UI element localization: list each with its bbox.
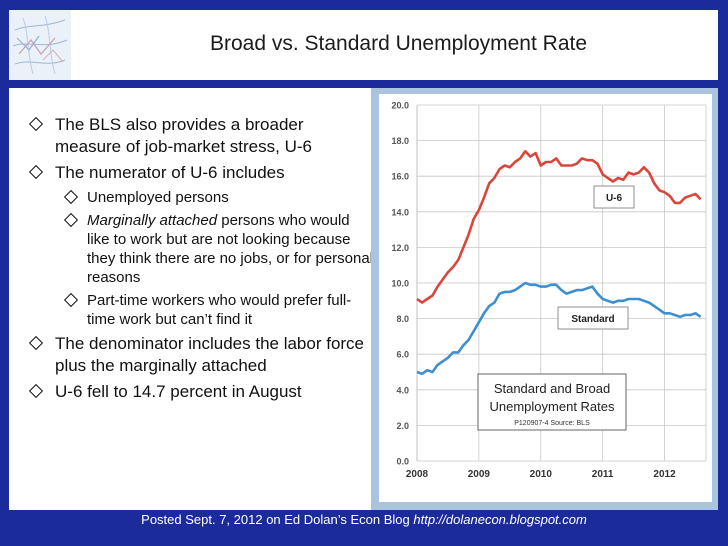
bullet-text: The denominator includes the labor force… [55, 334, 365, 375]
caption-source: P120907-4 Source: BLS [514, 420, 590, 427]
chart-frame: 0.0 2.0 4.0 6.0 8.0 10.0 12.0 14.0 16.0 18.0 20.0 … [371, 88, 718, 510]
series-lines [416, 149, 702, 376]
x-tick-label: 2008 [406, 469, 429, 480]
u6-label-box [593, 185, 635, 209]
diamond-bullet-icon [63, 292, 79, 308]
bullet-item: The denominator includes the labor force… [9, 333, 374, 377]
y-tick-label: 10.0 [391, 279, 409, 289]
caption-line-2: Unemployment Rates [490, 399, 615, 414]
sub-bullet-item: Unemployed persons [9, 188, 374, 207]
blog-url-link[interactable]: http://dolanecon.blogspot.com [413, 512, 587, 527]
standard-series-label: Standard [571, 314, 614, 325]
y-tick-label: 6.0 [396, 350, 409, 360]
diamond-bullet-icon [63, 189, 79, 205]
bullet-item: The numerator of U-6 includes [9, 162, 374, 184]
standard-label-box [557, 306, 629, 330]
globe-map-icon [9, 10, 71, 80]
y-tick-label: 2.0 [396, 421, 409, 431]
u6-series-line [416, 149, 702, 304]
standard-series-line [416, 281, 702, 376]
slide-title: Broad vs. Standard Unemployment Rate [209, 32, 588, 55]
y-tick-label: 12.0 [391, 243, 409, 253]
y-tick-label: 14.0 [391, 207, 409, 217]
x-tick-label: 2009 [468, 469, 491, 480]
x-tick-label: 2011 [592, 469, 614, 480]
bullet-item: The BLS also provides a broader measure … [9, 114, 374, 158]
diamond-bullet-icon [28, 164, 44, 180]
chart-grid [416, 104, 707, 462]
bullet-item: U-6 fell to 14.7 percent in August [9, 381, 374, 403]
content-panel: The BLS also provides a broader measure … [9, 88, 718, 510]
diamond-bullet-icon [28, 335, 44, 351]
bullet-list: The BLS also provides a broader measure … [9, 114, 374, 407]
italic-term: Marginally attached [87, 212, 218, 229]
y-tick-label: 4.0 [396, 385, 409, 395]
footer-text: Posted Sept. 7, 2012 on Ed Dolan’s Econ … [141, 512, 414, 527]
footer: Posted Sept. 7, 2012 on Ed Dolan’s Econ … [0, 512, 728, 527]
y-axis-ticks: 0.0 2.0 4.0 6.0 8.0 10.0 12.0 14.0 16.0 18.0 20.0 [391, 101, 409, 467]
y-tick-label: 16.0 [391, 172, 409, 182]
caption-box [477, 373, 627, 431]
unemployment-chart: 0.02.04.06.08.010.012.014.016.018.020.0 … [379, 94, 712, 502]
x-tick-label: 2010 [530, 469, 553, 480]
bullet-text: U-6 fell to 14.7 percent in August [55, 382, 302, 401]
bullet-text: The numerator of U-6 includes [55, 163, 285, 182]
sub-bullet-text: Part-time workers who would prefer full-… [87, 292, 352, 328]
x-axis-ticks: 2008 2009 2010 2011 2012 [406, 469, 676, 480]
title-bar: Broad vs. Standard Unemployment Rate [9, 10, 718, 80]
diamond-bullet-icon [63, 212, 79, 228]
sub-bullet-item: Marginally attached persons who would li… [9, 211, 374, 287]
u6-series-label: U-6 [606, 193, 623, 204]
sub-bullet-item: Part-time workers who would prefer full-… [9, 291, 374, 329]
y-tick-label: 20.0 [391, 101, 409, 111]
y-tick-label: 18.0 [391, 136, 409, 146]
y-tick-label: 0.0 [396, 457, 409, 467]
x-tick-label: 2012 [653, 469, 676, 480]
diamond-bullet-icon [28, 116, 44, 132]
y-tick-label: 8.0 [396, 314, 409, 324]
caption-line-1: Standard and Broad [494, 381, 610, 396]
diamond-bullet-icon [28, 383, 44, 399]
sub-bullet-text: Unemployed persons [87, 189, 229, 206]
sub-bullet-text: persons who would like to work but are n… [87, 212, 373, 286]
globe-logo [9, 10, 71, 80]
bullet-text: The BLS also provides a broader measure … [55, 115, 312, 156]
